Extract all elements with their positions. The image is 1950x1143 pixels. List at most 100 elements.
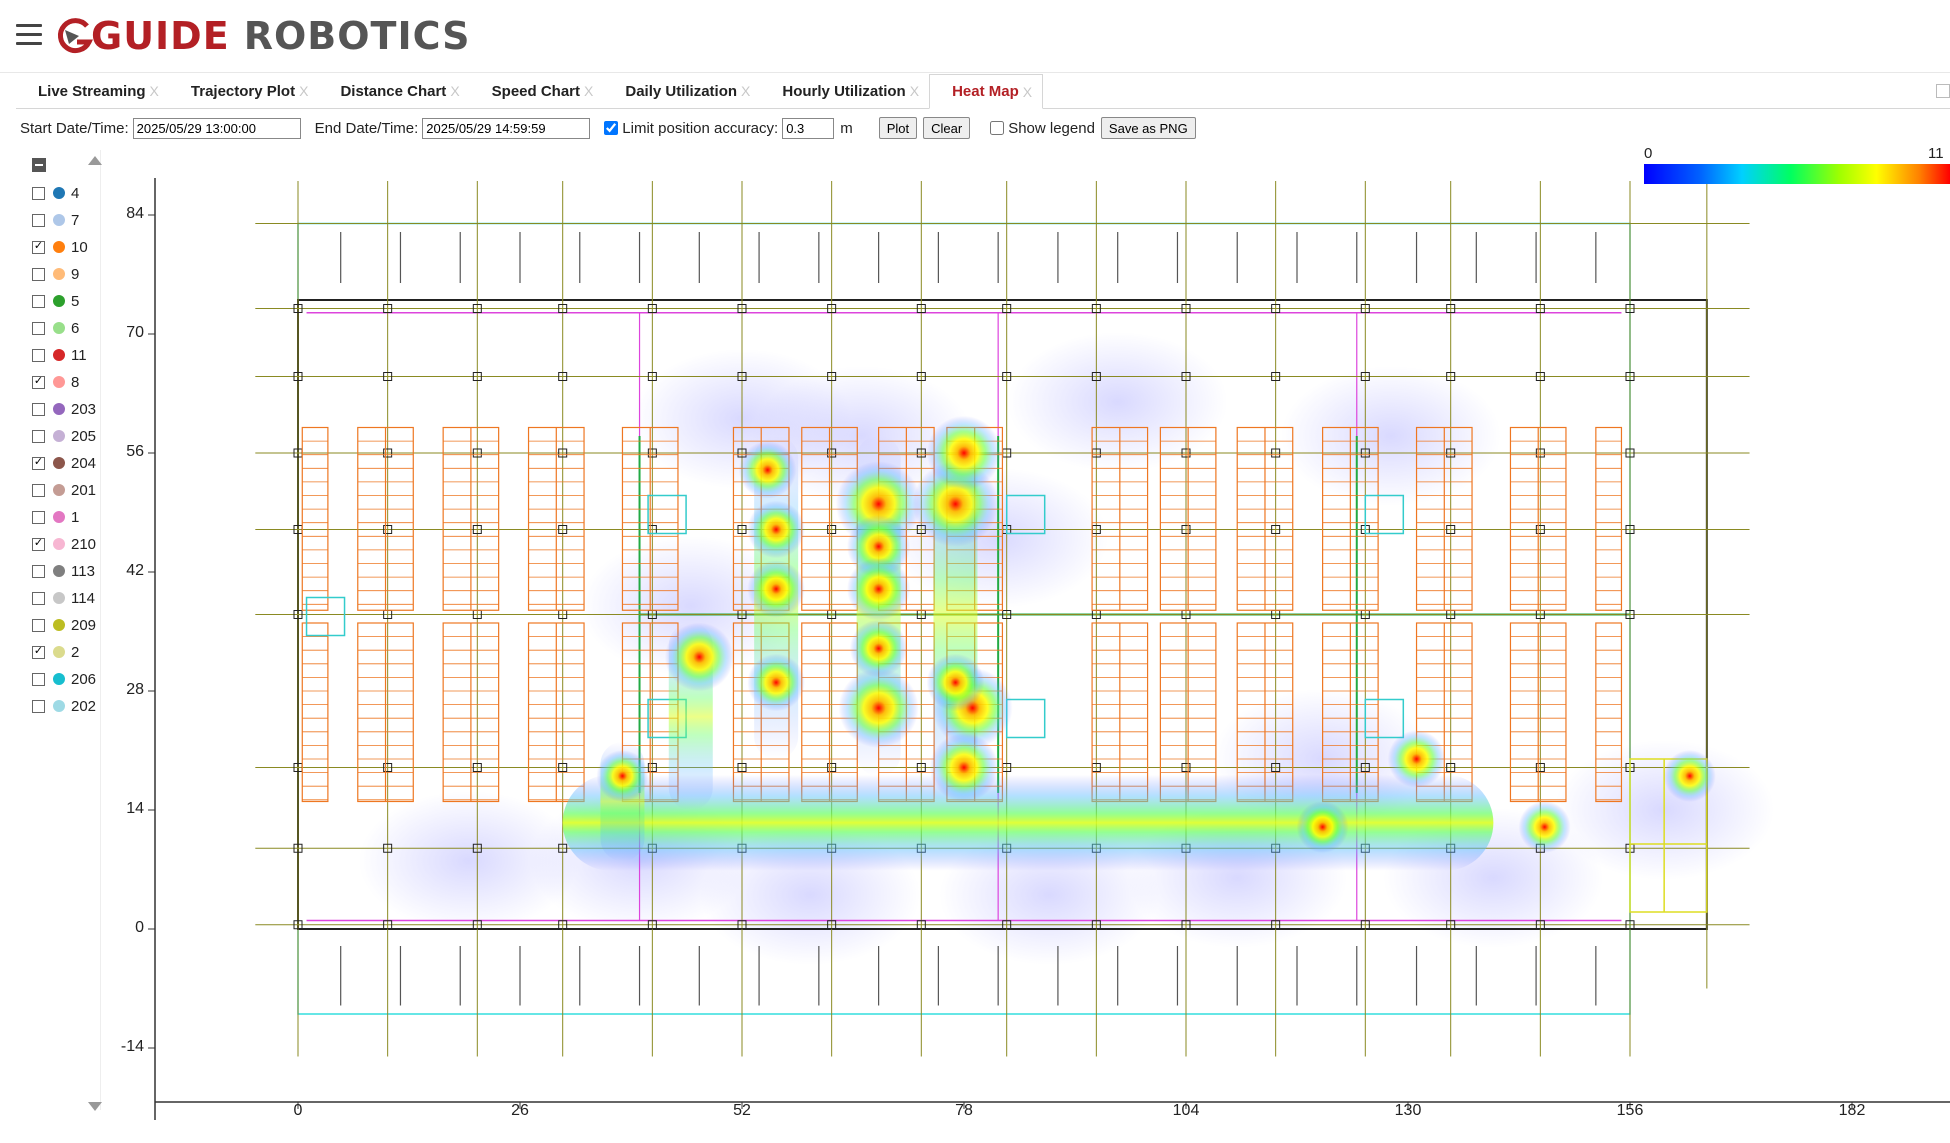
storage-rack (527, 426, 585, 611)
equipment-box (647, 494, 687, 535)
floor-plan (255, 181, 1750, 1057)
robot-item[interactable]: 113 (32, 561, 95, 581)
robot-item[interactable]: 6 (32, 318, 79, 338)
robot-item[interactable]: 1 (32, 507, 79, 527)
tab-speed-chart[interactable]: Speed Chart X (491, 82, 594, 100)
robot-checkbox[interactable] (32, 267, 45, 281)
tab-hourly-utilization[interactable]: Hourly Utilization X (782, 82, 920, 100)
robot-item[interactable]: 204 (32, 453, 96, 473)
robot-item[interactable]: 10 (32, 237, 88, 257)
storage-rack (442, 426, 500, 611)
robot-item[interactable]: 206 (32, 669, 96, 689)
robot-checkbox[interactable] (32, 510, 45, 524)
robot-item[interactable]: 5 (32, 291, 79, 311)
tab-daily-utilization[interactable]: Daily Utilization X (625, 82, 751, 100)
column-post (1446, 525, 1456, 534)
column-post (1625, 448, 1635, 458)
robot-checkbox[interactable] (32, 321, 45, 335)
save-png-button[interactable]: Save as PNG (1100, 117, 1196, 139)
close-icon[interactable]: X (299, 83, 309, 99)
show-legend-label: Show legend (1008, 119, 1095, 137)
robot-item[interactable]: 203 (32, 399, 96, 419)
column-post (1625, 372, 1635, 381)
scroll-down-icon[interactable] (88, 1102, 102, 1111)
robot-item[interactable]: 8 (32, 372, 79, 392)
column-post (1271, 525, 1281, 534)
limit-accuracy-checkbox[interactable] (604, 121, 619, 135)
robot-checkbox[interactable] (32, 348, 45, 362)
y-tick-label: 14 (126, 800, 144, 817)
close-icon[interactable]: X (909, 83, 920, 99)
robot-checkbox[interactable] (32, 537, 45, 551)
column-post (1625, 610, 1635, 619)
robot-item[interactable]: 11 (32, 345, 87, 365)
column-post (558, 448, 568, 458)
column-post (293, 610, 303, 619)
robot-checkbox[interactable] (32, 294, 45, 308)
robot-item[interactable]: 209 (32, 615, 96, 635)
end-datetime-input[interactable] (422, 117, 591, 139)
column-post (1181, 448, 1191, 458)
robot-id-label: 210 (71, 535, 97, 553)
robot-item[interactable]: 9 (32, 264, 79, 284)
tab-distance-chart[interactable]: Distance Chart X (340, 82, 460, 100)
column-post (1625, 304, 1635, 313)
robot-checkbox[interactable] (32, 645, 45, 659)
tab-trajectory-plot[interactable]: Trajectory Plot X (190, 82, 309, 100)
robot-checkbox[interactable] (32, 591, 45, 605)
toggle-all-checkbox[interactable] (32, 158, 46, 172)
limit-accuracy-unit: m (840, 119, 853, 137)
robot-color-dot (53, 322, 65, 334)
robot-checkbox[interactable] (32, 564, 45, 578)
storage-rack (1236, 426, 1294, 611)
robot-item[interactable]: 7 (32, 210, 79, 230)
show-legend-checkbox[interactable] (990, 121, 1005, 135)
start-datetime-input[interactable] (132, 117, 301, 139)
close-icon[interactable]: X (584, 83, 594, 99)
close-icon[interactable]: X (1022, 83, 1033, 100)
robot-checkbox[interactable] (32, 402, 45, 416)
robot-item[interactable]: 205 (32, 426, 96, 446)
robot-checkbox[interactable] (32, 456, 45, 470)
limit-accuracy-input[interactable] (782, 117, 835, 139)
robot-checkbox[interactable] (32, 618, 45, 632)
column-post (383, 448, 393, 458)
robot-id-label: 201 (71, 481, 97, 499)
robot-item[interactable]: 210 (32, 534, 96, 554)
column-post (383, 525, 393, 534)
robot-item[interactable]: 202 (32, 696, 96, 716)
close-icon[interactable]: X (149, 83, 159, 99)
robot-checkbox[interactable] (32, 186, 45, 200)
robot-checkbox[interactable] (32, 213, 45, 227)
robot-checkbox[interactable] (32, 672, 45, 686)
tab-live-streaming[interactable]: Live Streaming X (38, 82, 159, 100)
storage-rack (1322, 426, 1379, 611)
robot-color-dot (53, 511, 65, 523)
column-post (558, 372, 568, 381)
heat-hotspot (1296, 801, 1349, 853)
close-icon[interactable]: X (450, 83, 460, 99)
scroll-up-icon[interactable] (88, 156, 102, 165)
robot-item[interactable]: 114 (32, 588, 95, 608)
robot-checkbox[interactable] (32, 483, 45, 497)
equipment-box (305, 596, 346, 637)
robot-id-label: 206 (71, 670, 97, 688)
y-tick-label: 56 (126, 443, 144, 460)
robot-item[interactable]: 201 (32, 480, 96, 500)
robot-checkbox[interactable] (32, 429, 45, 443)
close-icon[interactable]: X (741, 83, 751, 99)
column-post (472, 843, 482, 853)
robot-checkbox[interactable] (32, 699, 45, 713)
robot-item[interactable]: 4 (32, 183, 79, 203)
robot-item[interactable]: 2 (32, 642, 79, 662)
column-post (737, 763, 747, 772)
tab-heat-map[interactable]: Heat Map X (929, 74, 1044, 109)
menu-icon[interactable] (16, 24, 42, 46)
storage-rack (1091, 426, 1149, 611)
plot-button[interactable]: Plot (878, 117, 918, 139)
robot-checkbox[interactable] (32, 240, 45, 254)
storage-rack (527, 622, 585, 803)
clear-button[interactable]: Clear (923, 117, 971, 139)
robot-checkbox[interactable] (32, 375, 45, 389)
